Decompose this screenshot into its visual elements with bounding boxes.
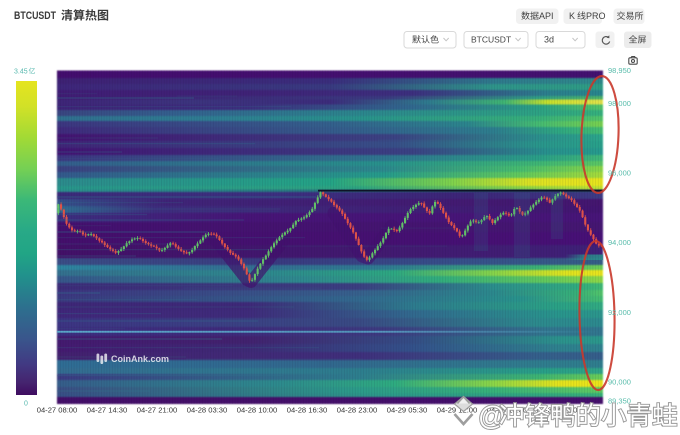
svg-text:04-29 12:00: 04-29 12:00 — [437, 406, 478, 415]
svg-text:90,000: 90,000 — [608, 377, 631, 386]
svg-text:04-28 16:30: 04-28 16:30 — [287, 406, 328, 415]
svg-text:94,000: 94,000 — [608, 238, 631, 247]
svg-text:04-28 10:00: 04-28 10:00 — [237, 406, 278, 415]
svg-text:K: K — [569, 11, 575, 21]
svg-text:98,000: 98,000 — [608, 99, 631, 108]
svg-text:96,000: 96,000 — [608, 169, 631, 178]
svg-text:98,950: 98,950 — [608, 66, 631, 75]
svg-text:04-28 23:00: 04-28 23:00 — [337, 406, 378, 415]
svg-text:92,000: 92,000 — [608, 308, 631, 317]
svg-text:04-27 08:00: 04-27 08:00 — [37, 406, 78, 415]
svg-text:3.45: 3.45 — [14, 69, 28, 76]
svg-text:API: API — [539, 11, 554, 21]
svg-text:89,350: 89,350 — [608, 397, 631, 406]
svg-text:PRO: PRO — [586, 11, 606, 21]
svg-text:04-28 03:30: 04-28 03:30 — [187, 406, 228, 415]
svg-text:0: 0 — [24, 401, 28, 408]
svg-text:04-29 05:30: 04-29 05:30 — [387, 406, 428, 415]
svg-text:04-27 14:30: 04-27 14:30 — [87, 406, 128, 415]
svg-text:CoinAnk.com: CoinAnk.com — [111, 354, 169, 364]
svg-text:3d: 3d — [544, 35, 554, 45]
svg-text:BTCUSDT: BTCUSDT — [471, 35, 511, 45]
svg-text:BTCUSDT: BTCUSDT — [14, 10, 56, 22]
svg-text:04-27 21:00: 04-27 21:00 — [137, 406, 178, 415]
